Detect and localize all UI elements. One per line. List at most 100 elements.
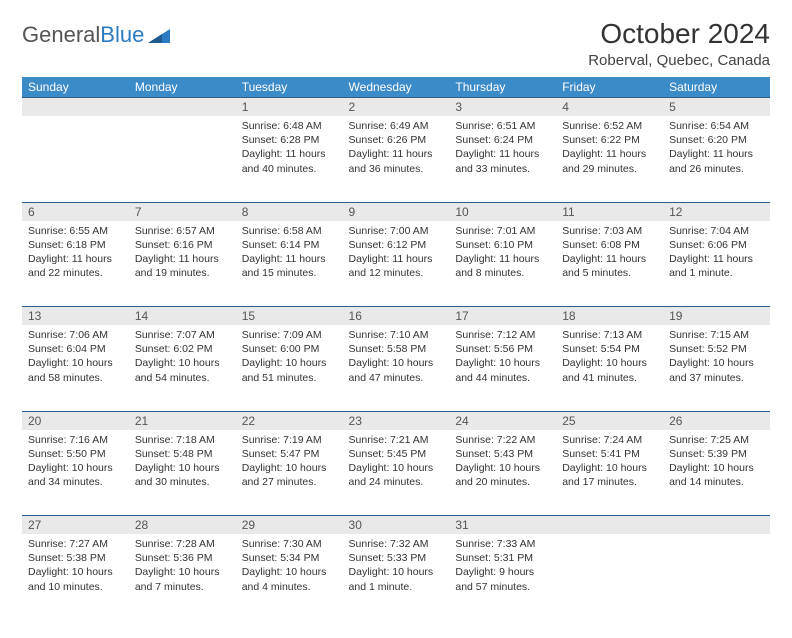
day-details: Sunrise: 7:19 AMSunset: 5:47 PMDaylight:… [236,430,343,496]
day-details: Sunrise: 7:06 AMSunset: 6:04 PMDaylight:… [22,325,129,391]
sunrise-text: Sunrise: 7:16 AM [28,433,123,447]
sunrise-text: Sunrise: 7:32 AM [349,537,444,551]
day-number: 10 [449,203,556,221]
day-number-cell [663,516,770,535]
daylight-text: Daylight: 10 hours and 14 minutes. [669,461,764,489]
daylight-text: Daylight: 11 hours and 29 minutes. [562,147,657,175]
week-content-row: Sunrise: 6:48 AMSunset: 6:28 PMDaylight:… [22,116,770,202]
week-daynum-row: 12345 [22,98,770,117]
day-number: 1 [236,98,343,116]
day-number: 31 [449,516,556,534]
logo: GeneralBlue [22,22,170,48]
daylight-text: Daylight: 11 hours and 1 minute. [669,252,764,280]
day-number-cell: 29 [236,516,343,535]
sunrise-text: Sunrise: 7:27 AM [28,537,123,551]
day-header: Tuesday [236,77,343,98]
sunset-text: Sunset: 6:16 PM [135,238,230,252]
day-header: Thursday [449,77,556,98]
day-number-cell: 21 [129,411,236,430]
sunset-text: Sunset: 5:33 PM [349,551,444,565]
day-number-cell [556,516,663,535]
day-number: 11 [556,203,663,221]
day-cell: Sunrise: 7:33 AMSunset: 5:31 PMDaylight:… [449,534,556,620]
sunset-text: Sunset: 6:20 PM [669,133,764,147]
day-cell: Sunrise: 7:22 AMSunset: 5:43 PMDaylight:… [449,430,556,516]
day-number-cell: 1 [236,98,343,117]
day-details: Sunrise: 7:01 AMSunset: 6:10 PMDaylight:… [449,221,556,287]
day-number-cell: 12 [663,202,770,221]
daylight-text: Daylight: 11 hours and 19 minutes. [135,252,230,280]
sunrise-text: Sunrise: 7:03 AM [562,224,657,238]
daylight-text: Daylight: 10 hours and 34 minutes. [28,461,123,489]
sunset-text: Sunset: 6:06 PM [669,238,764,252]
day-number: 16 [343,307,450,325]
day-details: Sunrise: 7:32 AMSunset: 5:33 PMDaylight:… [343,534,450,600]
sunset-text: Sunset: 6:12 PM [349,238,444,252]
day-cell: Sunrise: 7:24 AMSunset: 5:41 PMDaylight:… [556,430,663,516]
sunset-text: Sunset: 6:28 PM [242,133,337,147]
daylight-text: Daylight: 10 hours and 20 minutes. [455,461,550,489]
day-number-cell: 25 [556,411,663,430]
day-number: 24 [449,412,556,430]
daylight-text: Daylight: 10 hours and 41 minutes. [562,356,657,384]
daylight-text: Daylight: 11 hours and 12 minutes. [349,252,444,280]
day-cell: Sunrise: 7:16 AMSunset: 5:50 PMDaylight:… [22,430,129,516]
logo-text-1: General [22,22,100,48]
day-number: 28 [129,516,236,534]
day-number-cell: 26 [663,411,770,430]
daylight-text: Daylight: 10 hours and 24 minutes. [349,461,444,489]
sunset-text: Sunset: 6:00 PM [242,342,337,356]
day-cell: Sunrise: 6:49 AMSunset: 6:26 PMDaylight:… [343,116,450,202]
day-number [556,516,663,534]
sunset-text: Sunset: 5:50 PM [28,447,123,461]
day-details: Sunrise: 6:58 AMSunset: 6:14 PMDaylight:… [236,221,343,287]
day-cell: Sunrise: 7:15 AMSunset: 5:52 PMDaylight:… [663,325,770,411]
sunset-text: Sunset: 5:34 PM [242,551,337,565]
day-number-cell: 3 [449,98,556,117]
day-cell: Sunrise: 7:28 AMSunset: 5:36 PMDaylight:… [129,534,236,620]
sunrise-text: Sunrise: 6:49 AM [349,119,444,133]
sunset-text: Sunset: 5:56 PM [455,342,550,356]
sunset-text: Sunset: 5:36 PM [135,551,230,565]
sunrise-text: Sunrise: 6:54 AM [669,119,764,133]
sunrise-text: Sunrise: 6:58 AM [242,224,337,238]
day-number: 3 [449,98,556,116]
month-title: October 2024 [588,18,770,50]
sunrise-text: Sunrise: 6:51 AM [455,119,550,133]
daylight-text: Daylight: 11 hours and 15 minutes. [242,252,337,280]
daylight-text: Daylight: 10 hours and 30 minutes. [135,461,230,489]
day-details: Sunrise: 7:24 AMSunset: 5:41 PMDaylight:… [556,430,663,496]
daylight-text: Daylight: 11 hours and 33 minutes. [455,147,550,175]
day-number: 14 [129,307,236,325]
day-details: Sunrise: 7:21 AMSunset: 5:45 PMDaylight:… [343,430,450,496]
day-header: Friday [556,77,663,98]
header-right: October 2024 Roberval, Quebec, Canada [588,18,770,69]
day-number: 2 [343,98,450,116]
day-cell [663,534,770,620]
sunset-text: Sunset: 6:14 PM [242,238,337,252]
day-number: 27 [22,516,129,534]
day-cell: Sunrise: 7:13 AMSunset: 5:54 PMDaylight:… [556,325,663,411]
sunset-text: Sunset: 5:38 PM [28,551,123,565]
day-cell: Sunrise: 7:04 AMSunset: 6:06 PMDaylight:… [663,221,770,307]
day-details: Sunrise: 6:51 AMSunset: 6:24 PMDaylight:… [449,116,556,182]
day-cell: Sunrise: 7:12 AMSunset: 5:56 PMDaylight:… [449,325,556,411]
day-details: Sunrise: 7:03 AMSunset: 6:08 PMDaylight:… [556,221,663,287]
day-cell: Sunrise: 6:55 AMSunset: 6:18 PMDaylight:… [22,221,129,307]
sunset-text: Sunset: 6:24 PM [455,133,550,147]
day-details: Sunrise: 7:18 AMSunset: 5:48 PMDaylight:… [129,430,236,496]
daylight-text: Daylight: 11 hours and 5 minutes. [562,252,657,280]
day-details: Sunrise: 6:55 AMSunset: 6:18 PMDaylight:… [22,221,129,287]
day-number-cell: 30 [343,516,450,535]
day-number-cell: 31 [449,516,556,535]
daylight-text: Daylight: 10 hours and 37 minutes. [669,356,764,384]
sunset-text: Sunset: 6:10 PM [455,238,550,252]
day-number: 9 [343,203,450,221]
day-cell: Sunrise: 6:58 AMSunset: 6:14 PMDaylight:… [236,221,343,307]
day-number-cell: 14 [129,307,236,326]
day-header: Monday [129,77,236,98]
day-number-cell: 5 [663,98,770,117]
day-details: Sunrise: 6:48 AMSunset: 6:28 PMDaylight:… [236,116,343,182]
day-number-cell: 13 [22,307,129,326]
week-daynum-row: 13141516171819 [22,307,770,326]
